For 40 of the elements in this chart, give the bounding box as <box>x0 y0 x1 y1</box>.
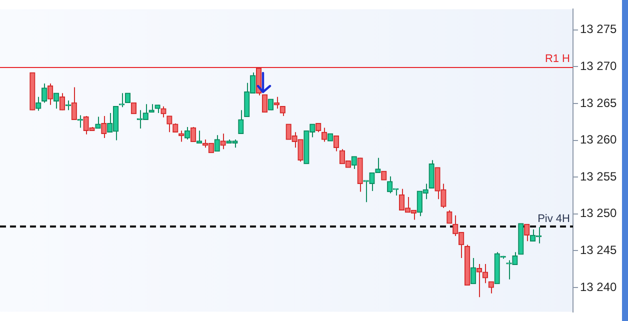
candlestick <box>220 133 226 150</box>
candlestick <box>446 210 452 224</box>
y-tick-label: 13 255 <box>580 169 618 184</box>
candlestick <box>71 86 77 120</box>
candlestick <box>524 224 530 242</box>
candlestick <box>262 94 268 113</box>
y-tick-label: 13 260 <box>580 132 618 147</box>
candlestick <box>47 83 54 106</box>
candlestick <box>101 115 107 139</box>
candlestick <box>238 110 244 134</box>
candlestick <box>333 135 340 152</box>
y-tick-label: 13 250 <box>580 206 618 220</box>
y-tick-label: 13 275 <box>580 22 618 36</box>
candlestick <box>59 92 66 111</box>
candlestick <box>190 126 196 142</box>
candlestick <box>428 160 434 189</box>
candlestick <box>470 258 476 284</box>
candlestick <box>280 106 286 116</box>
y-tick-label: 13 245 <box>580 243 618 258</box>
candlestick <box>196 130 202 144</box>
candlestick <box>351 156 357 170</box>
candlestick <box>482 263 488 284</box>
candlestick <box>160 106 166 118</box>
candlestick <box>184 126 190 140</box>
candlestick <box>166 115 172 133</box>
ref-line-label: R1 H <box>544 53 570 66</box>
y-tick-label: 13 240 <box>580 280 618 294</box>
y-tick-label: 13 270 <box>580 58 618 73</box>
candlestick <box>95 116 101 129</box>
candlestick <box>53 92 60 110</box>
candlestick <box>42 83 48 104</box>
candlestick <box>322 127 328 142</box>
ref-line-label: Piv 4H <box>538 212 570 225</box>
candlestick <box>124 92 131 104</box>
y-tick-label: 13 265 <box>580 96 618 110</box>
candlestick <box>476 263 482 298</box>
candlestick <box>488 281 494 294</box>
candlestick <box>130 102 137 114</box>
candlestick <box>214 134 220 152</box>
candlestick <box>36 96 42 112</box>
